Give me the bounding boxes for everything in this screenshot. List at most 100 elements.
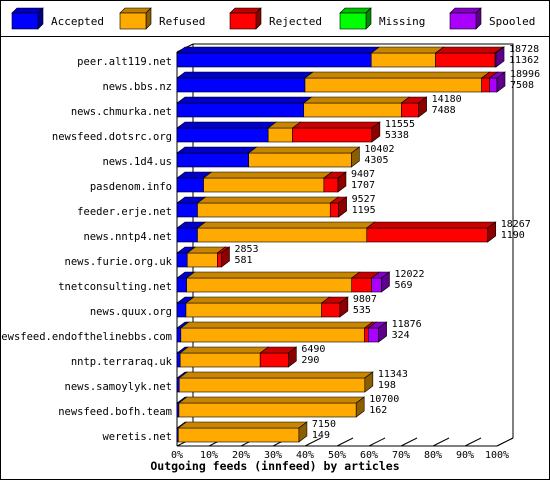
offered-count-label: 11343 <box>378 369 408 380</box>
bar-top <box>302 96 411 104</box>
x-floor-gridline <box>400 437 418 447</box>
bar-segment-rejected <box>365 221 497 243</box>
bar-side <box>339 296 349 318</box>
bar-top <box>365 221 497 229</box>
bar-face <box>179 352 261 368</box>
x-floor-gridline <box>464 437 482 447</box>
bar-side <box>378 321 387 343</box>
bar-face <box>248 152 352 168</box>
x-tick-label: 70% <box>392 450 410 461</box>
bar-side <box>381 271 390 293</box>
accepted-count-label: 7488 <box>432 105 456 116</box>
bar-row-newsfeed-dotsrc-org <box>176 121 381 143</box>
bar-row-news-furie-org-uk <box>176 246 231 268</box>
x-floor-gridline <box>432 437 450 447</box>
category-label: news.nntp4.net <box>83 231 172 243</box>
bar-segment-rejected <box>320 296 349 318</box>
bar-top <box>370 46 445 54</box>
legend-swatch <box>339 12 367 30</box>
bar-segment-refused <box>177 421 308 443</box>
bar-side <box>418 96 427 118</box>
offered-count-label: 18267 <box>501 219 531 230</box>
bar-face <box>176 152 249 168</box>
bar-face <box>197 202 331 218</box>
category-label: nntp.terraraq.uk <box>71 356 173 368</box>
bar-face <box>176 102 305 118</box>
accepted-count-label: 581 <box>234 255 252 266</box>
bar-row-newsfeed-bofh-team <box>176 396 366 418</box>
bar-face <box>366 227 489 243</box>
bar-side <box>364 371 374 393</box>
bar-face <box>176 177 204 193</box>
x-tick-label: 40% <box>296 450 314 461</box>
bar-segment-refused <box>185 296 331 318</box>
accepted-count-label: 198 <box>378 380 396 391</box>
x-tick-label: 90% <box>456 450 474 461</box>
legend-label: Missing <box>379 15 425 28</box>
bar-top <box>291 121 381 129</box>
bar-segment-refused <box>196 221 376 243</box>
offered-count-label: 18996 <box>510 69 540 80</box>
bar-face <box>489 77 498 93</box>
bar-top <box>177 421 308 429</box>
bar-face <box>481 77 490 93</box>
bar-segment-refused <box>304 71 491 93</box>
x-floor-gridline <box>336 437 354 447</box>
bar-side <box>355 396 365 418</box>
accepted-count-label: 290 <box>301 355 319 366</box>
category-label: news.samoylyk.net <box>65 381 172 393</box>
accepted-count-label: 11362 <box>509 55 539 66</box>
category-label: news.furie.org.uk <box>65 256 173 268</box>
bar-face <box>292 127 373 143</box>
bar-top <box>202 171 333 179</box>
bar-row-news-chmurka-net <box>176 96 428 118</box>
offered-count-label: 6490 <box>301 344 325 355</box>
category-label: pasdenom.info <box>90 181 172 193</box>
bar-top <box>176 46 381 54</box>
bar-top <box>179 321 374 329</box>
bar-row-nntp-terraraq-uk <box>176 346 298 368</box>
bar-top <box>176 146 258 154</box>
x-tick-label: 80% <box>424 450 442 461</box>
x-tick-label: 60% <box>360 450 378 461</box>
accepted-count-label: 1707 <box>351 180 375 191</box>
bar-segment-accepted <box>176 121 278 143</box>
accepted-count-label: 1190 <box>501 230 525 241</box>
accepted-count-label: 535 <box>353 305 371 316</box>
category-label: news.quux.org <box>90 306 172 318</box>
x-tick-labels: 0% 10% 20% 30% 40% 50% 60% 70% 80% 90% 100% <box>171 450 509 461</box>
bar-face <box>323 177 339 193</box>
bar-face <box>364 327 369 343</box>
category-label: newsfeed.dotsrc.org <box>52 131 172 143</box>
legend-swatch <box>229 12 257 30</box>
bar-face <box>329 202 339 218</box>
offered-count-label: 11555 <box>385 119 415 130</box>
plot-back-frame <box>193 43 514 438</box>
legend-swatch <box>119 12 147 30</box>
accepted-count-label: 162 <box>369 405 387 416</box>
bar-side <box>495 46 505 68</box>
x-floor-gridline <box>496 437 514 447</box>
bar-segment-refused <box>185 271 361 293</box>
accepted-count-label: 569 <box>394 280 412 291</box>
bar-top <box>179 346 270 354</box>
bar-face <box>176 202 198 218</box>
bar-top <box>434 46 504 54</box>
bar-face <box>176 352 181 368</box>
bar-segment-refused <box>179 321 374 343</box>
category-label: newsfeed.bofh.team <box>58 406 172 418</box>
bar-segment-refused <box>302 96 411 118</box>
bar-row-news-bbs-nz <box>176 71 506 93</box>
bar-face <box>176 77 306 93</box>
offered-count-label: 18728 <box>509 44 539 55</box>
category-labels: peer.alt119.net news.bbs.nz news.chmurka.n… <box>0 56 173 443</box>
category-label: feeder.erje.net <box>77 206 172 218</box>
offered-count-label: 7150 <box>312 419 336 430</box>
bar-side <box>371 121 381 143</box>
bar-row-peer-alt119-net <box>176 46 505 68</box>
x-tick-label: 20% <box>232 450 250 461</box>
bar-face <box>435 52 496 68</box>
legend-label: Accepted <box>51 15 104 28</box>
bar-top <box>178 396 366 404</box>
offered-count-label: 14180 <box>432 94 462 105</box>
